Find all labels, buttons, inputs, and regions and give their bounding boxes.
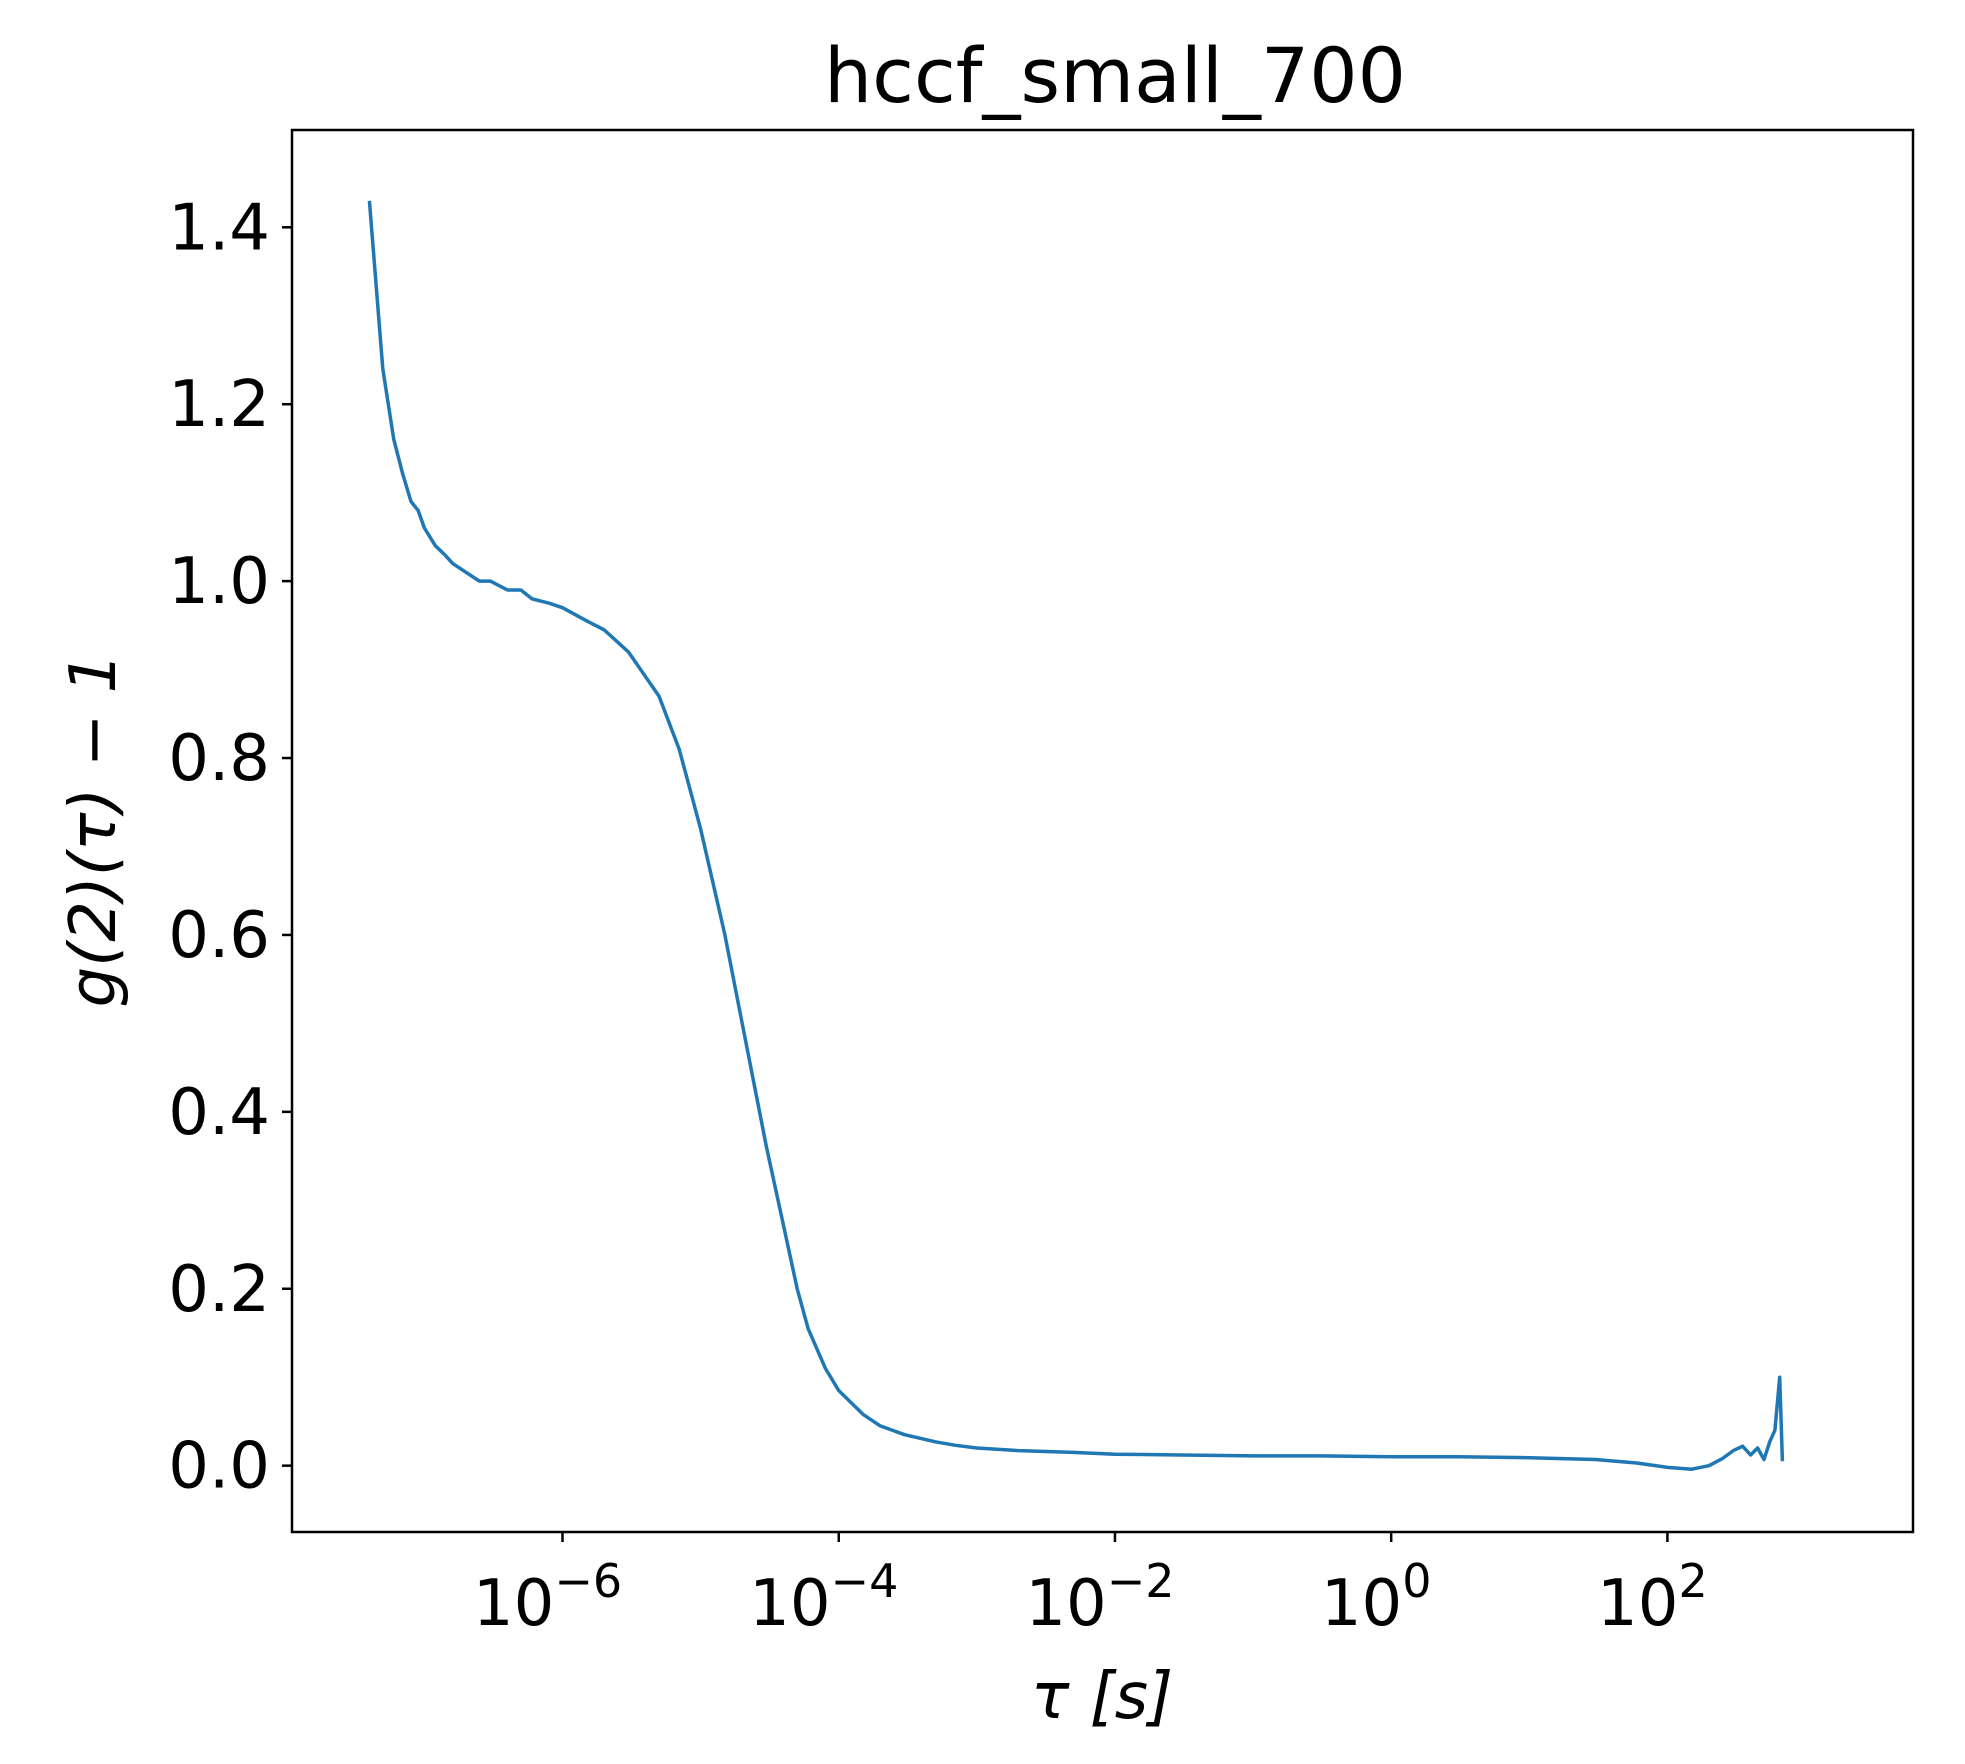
- y-tick-label: 0.4: [168, 1076, 270, 1150]
- y-tick-label: 0.0: [168, 1430, 270, 1504]
- plot-frame: [290, 128, 1915, 1534]
- y-tick-label: 1.0: [168, 545, 270, 619]
- series-line-0: [367, 200, 1785, 1471]
- y-tick-label: 1.4: [168, 191, 270, 265]
- chart-title: hccf_small_700: [824, 31, 1406, 120]
- x-tick-label: 102: [1597, 1554, 1708, 1641]
- x-tick-label: 10−6: [473, 1554, 622, 1641]
- y-tick-label: 0.2: [168, 1253, 270, 1327]
- x-tick-label: 10−4: [749, 1554, 898, 1641]
- y-axis-label: g(2)(τ) − 1: [57, 653, 131, 1008]
- y-tick-label: 0.6: [168, 899, 270, 973]
- x-tick-label: 10−2: [1025, 1554, 1174, 1641]
- x-axis-label: τ [s]: [1031, 1660, 1173, 1734]
- tick-layer: 0.0 0.2 0.4 0.6 0.8 1.0 1.2 1.4 10−6 10−4 10−2 100 1…: [168, 191, 1708, 1641]
- y-tick-label: 1.2: [168, 368, 270, 442]
- y-tick-label: 0.8: [168, 722, 270, 796]
- plot-layer: [367, 200, 1785, 1471]
- x-tick-label: 100: [1321, 1554, 1432, 1641]
